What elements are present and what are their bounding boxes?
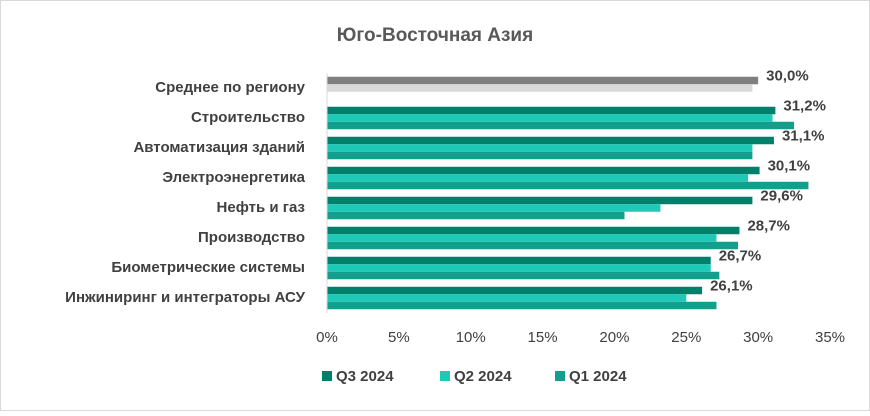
y-tick-label: Электроэнергетика	[162, 169, 305, 186]
bar	[327, 121, 795, 130]
bar	[327, 151, 753, 160]
bar	[327, 84, 753, 92]
bar	[327, 144, 753, 152]
bar	[327, 256, 711, 265]
bar	[327, 264, 711, 272]
legend-label: Q1 2024	[569, 368, 627, 385]
x-tick-label: 20%	[599, 329, 629, 346]
data-label: 30,1%	[768, 158, 811, 175]
data-label: 31,1%	[782, 128, 825, 145]
y-tick-label: Биометрические системы	[111, 259, 305, 276]
bar	[327, 136, 774, 145]
data-label: 31,2%	[783, 98, 826, 115]
bar	[327, 204, 661, 212]
legend-label: Q3 2024	[336, 368, 394, 385]
bar	[327, 234, 717, 242]
bar	[327, 106, 776, 115]
data-label: 30,0%	[766, 68, 809, 85]
bar	[327, 166, 760, 175]
bar	[327, 294, 687, 302]
data-label: 29,6%	[760, 188, 803, 205]
data-label: 26,7%	[719, 248, 762, 265]
x-tick-label: 25%	[671, 329, 701, 346]
x-tick-label: 5%	[388, 329, 410, 346]
legend-marker	[322, 371, 332, 381]
bar	[327, 174, 749, 182]
bar	[327, 271, 720, 280]
x-tick-label: 15%	[528, 329, 558, 346]
y-tick-label: Производство	[198, 229, 305, 246]
y-tick-label: Инжиниринг и интеграторы АСУ	[65, 289, 305, 306]
y-tick-label: Нефть и газ	[217, 199, 305, 216]
x-tick-label: 10%	[456, 329, 486, 346]
bar	[327, 114, 773, 122]
x-tick-label: 30%	[743, 329, 773, 346]
legend-marker	[440, 371, 450, 381]
data-label: 28,7%	[747, 218, 790, 235]
bar	[327, 211, 625, 220]
bar	[327, 196, 753, 205]
bar	[327, 301, 717, 310]
chart-title: Юго-Восточная Азия	[337, 25, 533, 46]
y-tick-label: Строительство	[191, 109, 305, 126]
y-tick-label: Среднее по региону	[155, 79, 305, 96]
y-tick-label: Автоматизация зданий	[133, 139, 305, 156]
bar	[327, 226, 740, 235]
legend-label: Q2 2024	[454, 368, 512, 385]
x-tick-label: 35%	[815, 329, 845, 346]
bar	[327, 241, 739, 250]
bar	[327, 181, 809, 190]
legend-marker	[555, 371, 565, 381]
bar	[327, 76, 759, 85]
x-tick-label: 0%	[316, 329, 338, 346]
bar	[327, 286, 703, 295]
data-label: 26,1%	[710, 278, 753, 295]
